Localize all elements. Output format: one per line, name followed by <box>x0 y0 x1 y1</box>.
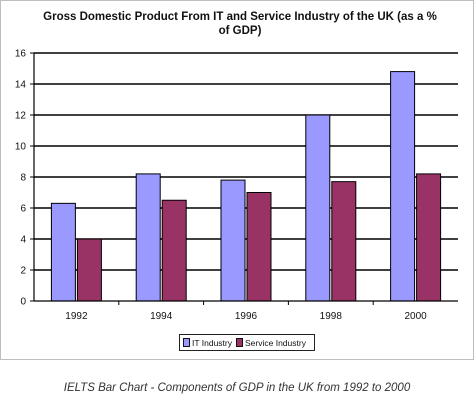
bar-it-1996 <box>220 179 246 302</box>
chart-caption: IELTS Bar Chart - Components of GDP in t… <box>63 382 411 394</box>
legend-swatch-it <box>183 338 190 347</box>
x-tick-label-2000: 2000 <box>404 311 427 322</box>
chart-legend: IT Industry Service Industry <box>179 334 315 351</box>
legend-label-it: IT Industry <box>192 337 232 348</box>
bar-service-1998 <box>331 181 357 302</box>
y-tick-label: 8 <box>20 173 26 184</box>
bar-service-2000 <box>416 173 442 302</box>
x-tick-label-1992: 1992 <box>65 311 88 322</box>
bar-service-1994 <box>161 199 187 302</box>
bar-chart: 0 2 4 6 8 10 12 14 16 1992 1994 1996 1998 2000 <box>15 49 458 322</box>
x-tick-label-1996: 1996 <box>235 311 258 322</box>
y-tick-label: 10 <box>15 142 27 153</box>
legend-label-service: Service Industry <box>245 337 306 348</box>
x-tick-label-1998: 1998 <box>320 311 343 322</box>
legend-item-it: IT Industry <box>183 338 232 348</box>
bar-it-1998 <box>305 114 331 302</box>
bar-it-1992 <box>50 202 76 302</box>
legend-swatch-service <box>236 338 243 347</box>
y-tick-label: 2 <box>20 266 26 277</box>
y-tick-label: 12 <box>15 111 27 122</box>
legend-item-service: Service Industry <box>236 338 306 348</box>
y-tick-label: 6 <box>20 204 26 215</box>
x-tick-label-1994: 1994 <box>150 311 173 322</box>
y-tick-label: 14 <box>15 80 27 91</box>
bar-it-2000 <box>390 71 416 302</box>
chart-title: Gross Domestic Product From IT and Servi… <box>43 11 437 37</box>
y-tick-label: 4 <box>20 235 26 246</box>
y-tick-label: 16 <box>15 49 27 60</box>
y-tick-label: 0 <box>20 297 26 308</box>
bar-it-1994 <box>135 173 161 302</box>
bar-service-1992 <box>76 238 102 302</box>
bar-service-1996 <box>246 192 272 302</box>
